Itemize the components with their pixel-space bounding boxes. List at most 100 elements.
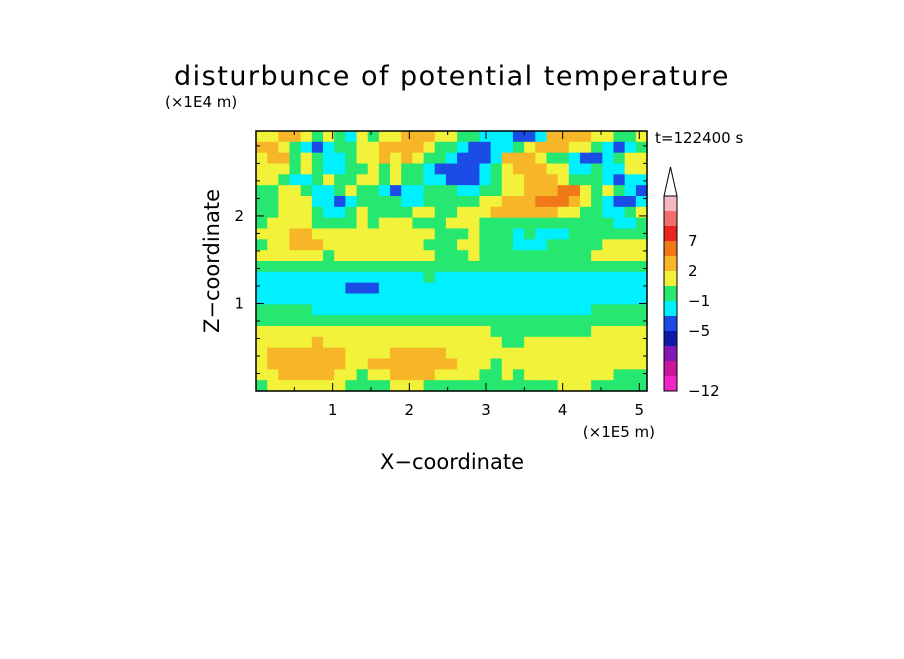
field-cell — [401, 131, 413, 143]
field-cell — [345, 217, 358, 230]
field-cell — [434, 304, 447, 316]
field-cell — [568, 217, 581, 230]
field-cell — [334, 347, 346, 360]
field-cell — [289, 131, 302, 143]
field-cell — [635, 380, 648, 392]
field-cell — [568, 131, 581, 143]
field-cell — [367, 326, 380, 338]
field-cell — [457, 380, 469, 392]
x-tick-label: 4 — [558, 401, 568, 419]
field-cell — [267, 228, 279, 240]
field-cell — [256, 163, 268, 175]
field-cell — [334, 185, 346, 197]
field-cell — [423, 239, 436, 251]
field-cell — [635, 196, 648, 208]
field-cell — [535, 185, 548, 197]
field-cell — [479, 196, 492, 208]
field-cell — [423, 347, 436, 360]
field-cell — [390, 185, 402, 197]
field-cell — [334, 152, 346, 165]
field-cell — [390, 369, 402, 381]
field-cell — [367, 336, 380, 349]
field-cell — [468, 206, 481, 219]
field-cell — [300, 304, 313, 316]
field-cell — [535, 250, 548, 262]
field-cell — [412, 271, 425, 284]
field-cell — [300, 163, 313, 175]
field-cell — [535, 131, 548, 143]
y-tick-label: 2 — [234, 207, 244, 225]
field-cell — [546, 282, 559, 295]
field-cell — [367, 358, 380, 370]
y-unit-label: (×1E4 m) — [165, 93, 237, 111]
field-cell — [267, 282, 279, 295]
field-cell — [323, 293, 335, 305]
field-cell — [412, 369, 425, 381]
field-cell — [579, 152, 592, 165]
field-cell — [367, 380, 380, 392]
field-cell — [602, 163, 615, 175]
field-cell — [602, 152, 615, 165]
field-cell — [367, 304, 380, 316]
field-cell — [278, 174, 291, 186]
field-cell — [546, 131, 559, 143]
field-cell — [356, 228, 369, 240]
field-cell — [367, 347, 380, 360]
field-cell — [434, 336, 447, 349]
field-cell — [289, 293, 302, 305]
field-cell — [635, 131, 648, 143]
field-cell — [546, 185, 559, 197]
field-cell — [412, 217, 425, 230]
field-cell — [568, 336, 581, 349]
field-cell — [479, 261, 492, 273]
field-cell — [579, 228, 592, 240]
field-cell — [501, 358, 514, 370]
field-cell — [613, 326, 626, 338]
field-cell — [512, 141, 525, 154]
field-cell — [278, 185, 291, 197]
field-cell — [345, 206, 358, 219]
field-cell — [479, 250, 492, 262]
field-cell — [390, 293, 402, 305]
field-cell — [524, 196, 536, 208]
colorbar-segment — [664, 211, 677, 227]
field-cell — [256, 206, 268, 219]
field-cell — [557, 196, 570, 208]
field-cell — [256, 261, 268, 273]
field-cell — [546, 239, 559, 251]
field-cell — [412, 174, 425, 186]
field-cell — [535, 293, 548, 305]
field-cell — [557, 347, 570, 360]
colorbar-label: −5 — [688, 322, 710, 340]
field-cell — [624, 206, 637, 219]
field-cell — [490, 152, 503, 165]
field-cell — [568, 152, 581, 165]
field-cell — [579, 250, 592, 262]
field-cell — [479, 206, 492, 219]
field-cell — [579, 326, 592, 338]
x-tick-label: 1 — [328, 401, 338, 419]
y-tick-label: 1 — [234, 294, 244, 312]
field-cell — [300, 141, 313, 154]
field-cell — [490, 336, 503, 349]
field-cell — [401, 282, 413, 295]
field-cell — [423, 336, 436, 349]
field-cell — [479, 293, 492, 305]
field-cell — [479, 141, 492, 154]
field-cell — [468, 163, 481, 175]
field-cell — [635, 163, 648, 175]
field-cell — [557, 152, 570, 165]
field-cell — [468, 380, 481, 392]
field-cell — [512, 185, 525, 197]
field-cell — [323, 261, 335, 273]
field-cell — [412, 141, 425, 154]
field-cell — [602, 239, 615, 251]
field-cell — [267, 250, 279, 262]
x-axis-title: X−coordinate — [380, 450, 524, 474]
field-cell — [378, 228, 391, 240]
field-cell — [490, 293, 503, 305]
field-cell — [412, 152, 425, 165]
field-cell — [535, 163, 548, 175]
field-cell — [367, 174, 380, 186]
